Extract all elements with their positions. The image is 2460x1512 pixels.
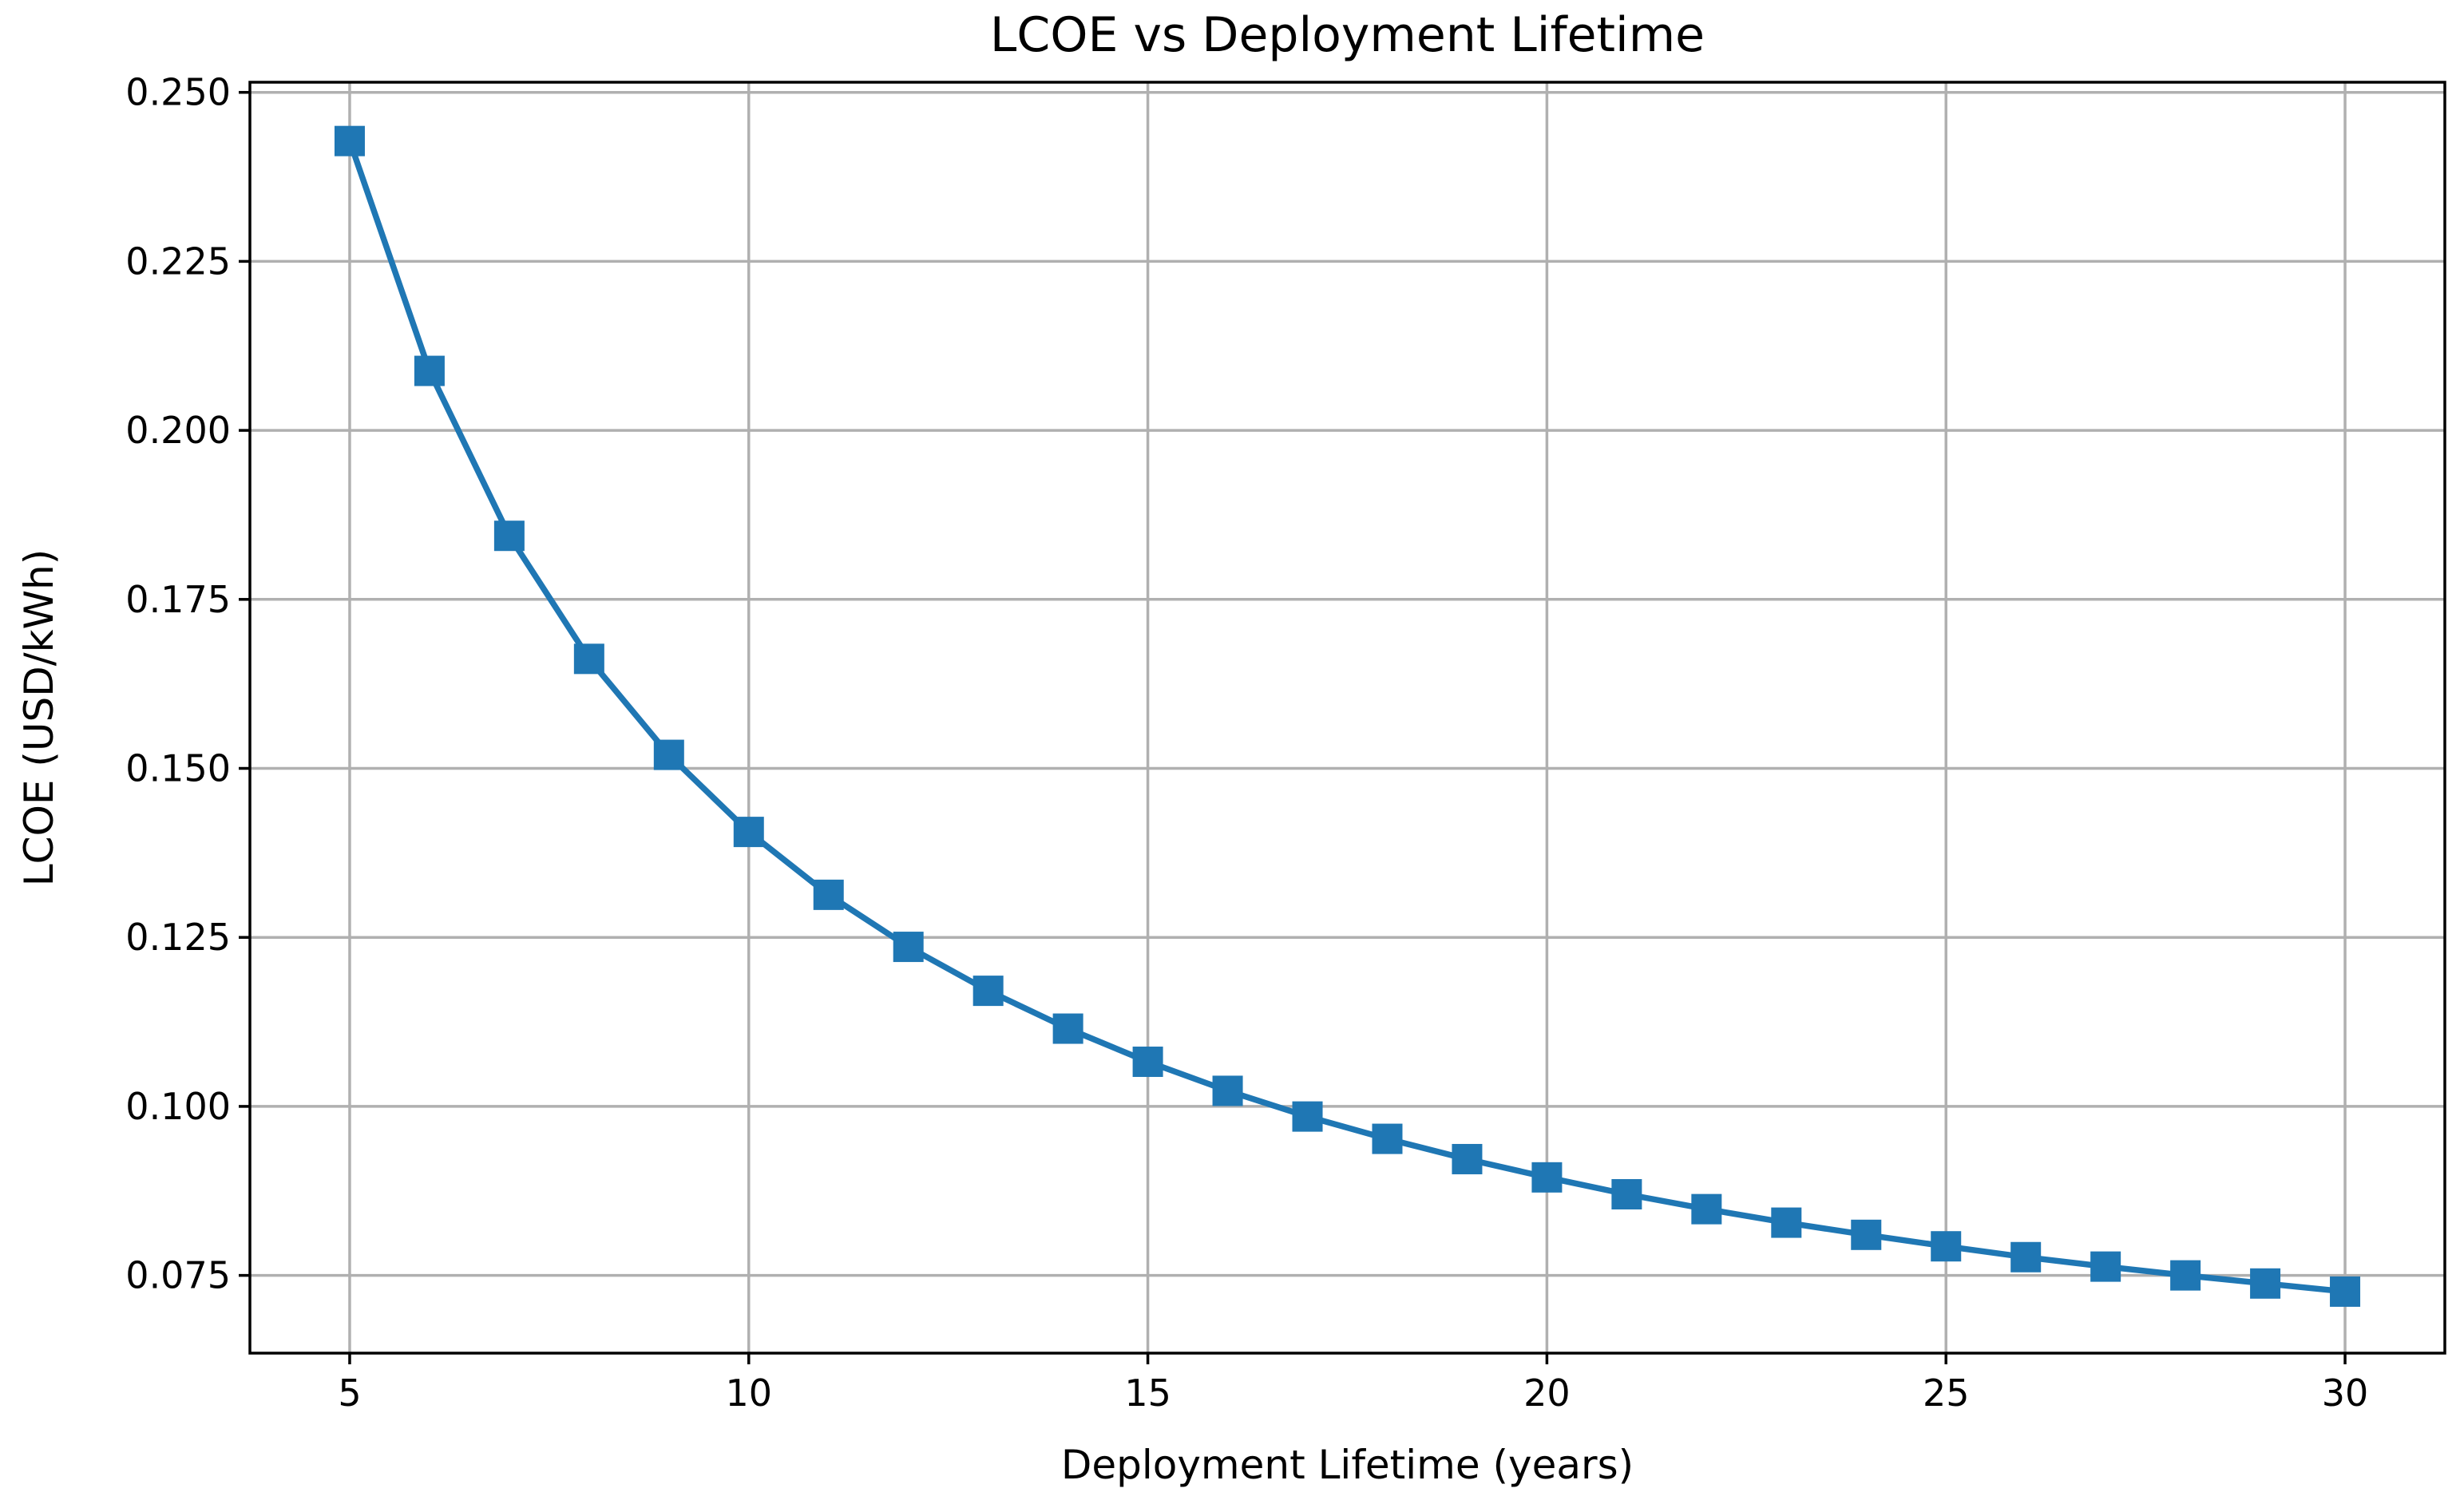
data-point-marker — [334, 125, 365, 156]
data-point-marker — [2330, 1276, 2361, 1307]
y-tick-label: 0.075 — [125, 1254, 231, 1297]
data-point-marker — [653, 739, 684, 770]
data-point-marker — [1132, 1047, 1163, 1078]
data-point-marker — [1452, 1143, 1483, 1174]
data-point-marker — [1851, 1219, 1882, 1250]
x-axis: 5 10 15 20 25 30 — [338, 1353, 2368, 1415]
data-point-marker — [2170, 1260, 2201, 1291]
data-point-marker — [2250, 1268, 2281, 1299]
x-tick-label: 15 — [1124, 1371, 1171, 1415]
data-point-marker — [1611, 1179, 1642, 1209]
y-axis: 0.075 0.100 0.125 0.150 0.175 0.200 0.225 0.250 — [125, 71, 250, 1297]
y-tick-label: 0.200 — [125, 409, 231, 452]
data-point-marker — [813, 879, 844, 910]
x-tick-label: 20 — [1523, 1371, 1571, 1415]
grid — [250, 82, 2445, 1353]
y-tick-label: 0.175 — [125, 578, 231, 621]
data-point-marker — [1691, 1193, 1722, 1225]
data-point-marker — [1052, 1013, 1083, 1044]
data-point-marker — [493, 520, 525, 552]
y-axis-label: LCOE (USD/kWh) — [16, 549, 62, 886]
data-point-marker — [973, 976, 1004, 1007]
chart-title: LCOE vs Deployment Lifetime — [990, 7, 1705, 63]
x-tick-label: 10 — [725, 1371, 772, 1415]
data-point-marker — [1531, 1162, 1563, 1193]
y-tick-label: 0.225 — [125, 239, 231, 283]
data-point-marker — [1372, 1123, 1403, 1154]
data-point-marker — [2010, 1241, 2042, 1273]
data-point-marker — [1931, 1231, 1962, 1262]
data-point-marker — [1771, 1207, 1802, 1238]
x-tick-label: 30 — [2322, 1371, 2369, 1415]
y-tick-label: 0.150 — [125, 747, 231, 790]
x-tick-label: 25 — [1923, 1371, 1970, 1415]
data-point-marker — [1212, 1075, 1243, 1106]
x-tick-label: 5 — [338, 1371, 361, 1415]
data-point-marker — [2090, 1251, 2121, 1282]
data-point-marker — [573, 643, 604, 675]
axes-frame — [248, 81, 2446, 1355]
y-tick-label: 0.250 — [125, 71, 231, 114]
data-point-marker — [733, 817, 764, 848]
y-tick-label: 0.100 — [125, 1085, 231, 1128]
data-point-marker — [414, 355, 445, 386]
data-point-marker — [893, 932, 924, 963]
series-layer — [334, 125, 2361, 1307]
y-tick-label: 0.125 — [125, 916, 231, 959]
data-point-marker — [1292, 1101, 1323, 1132]
x-axis-label: Deployment Lifetime (years) — [1061, 1442, 1634, 1488]
